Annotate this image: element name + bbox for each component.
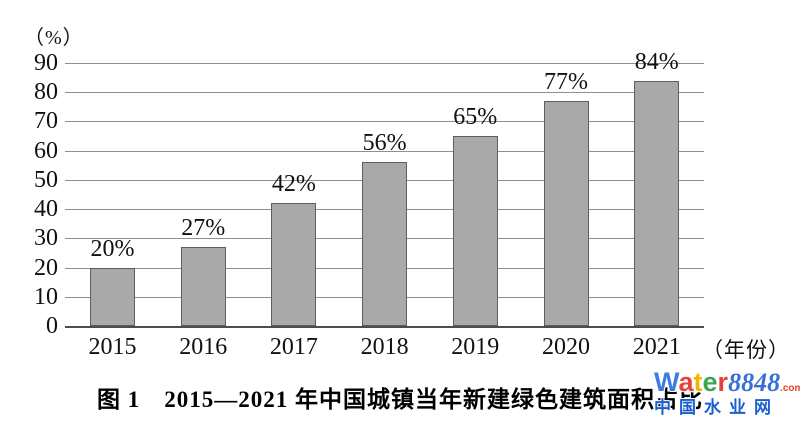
y-tick-label: 50 xyxy=(34,166,58,193)
gridline xyxy=(65,121,704,123)
watermark-brand-letter: a xyxy=(678,367,694,397)
watermark-site-name: 中国水业网 xyxy=(654,398,779,417)
x-tick-label: 2020 xyxy=(542,334,590,360)
bar xyxy=(543,101,589,326)
x-tick-label: 2019 xyxy=(451,334,500,360)
watermark-brand-tld: .com xyxy=(780,383,800,394)
gridline xyxy=(65,150,704,152)
y-tick-label: 60 xyxy=(34,137,58,164)
x-tick-label: 2017 xyxy=(269,334,318,360)
y-tick-label: 30 xyxy=(34,225,58,252)
watermark-brand-number: 8848 xyxy=(728,368,781,397)
watermark-brand-letter: r xyxy=(717,367,729,397)
y-tick-label: 80 xyxy=(34,79,58,106)
watermark-brand-letter: t xyxy=(693,367,703,397)
x-tick-label: 2021 xyxy=(632,334,681,360)
bar-value-label: 77% xyxy=(544,69,588,95)
bar-value-label: 20% xyxy=(90,235,135,262)
x-axis-line xyxy=(65,326,704,328)
bar-value-label: 27% xyxy=(181,215,226,242)
y-tick-label: 70 xyxy=(34,108,58,135)
bar xyxy=(634,80,680,326)
bar xyxy=(180,247,226,326)
gridline xyxy=(65,92,704,94)
y-tick-label: 10 xyxy=(34,283,58,310)
figure-caption: 图 1 2015—2021 年中国城镇当年新建绿色建筑面积占比 xyxy=(97,387,703,412)
y-tick-label: 20 xyxy=(34,254,58,281)
x-axis-unit-label: （年份） xyxy=(702,338,790,362)
y-tick-label: 40 xyxy=(34,196,58,223)
watermark-brand-letter: W xyxy=(654,367,679,397)
watermark-brand: Water8848.com xyxy=(654,369,800,396)
bar xyxy=(362,162,408,326)
bar xyxy=(452,136,498,326)
bar-value-label: 65% xyxy=(453,104,498,131)
bar-value-label: 42% xyxy=(271,171,316,198)
bar-value-label: 84% xyxy=(634,48,679,75)
y-axis-unit-label: （%） xyxy=(24,27,84,49)
bar xyxy=(90,267,135,326)
bar-value-label: 56% xyxy=(362,130,407,157)
y-tick-label: 90 xyxy=(34,50,58,76)
x-tick-label: 2016 xyxy=(179,334,228,360)
watermark: Water8848.com 中国水业网 xyxy=(654,369,800,417)
x-tick-label: 2015 xyxy=(88,334,137,360)
y-tick-label: 0 xyxy=(46,313,58,339)
bar xyxy=(271,203,317,326)
gridline xyxy=(65,63,704,64)
watermark-brand-letter: e xyxy=(702,367,718,397)
x-tick-label: 2018 xyxy=(360,334,409,360)
watermark-brand-word: Water xyxy=(654,369,728,396)
